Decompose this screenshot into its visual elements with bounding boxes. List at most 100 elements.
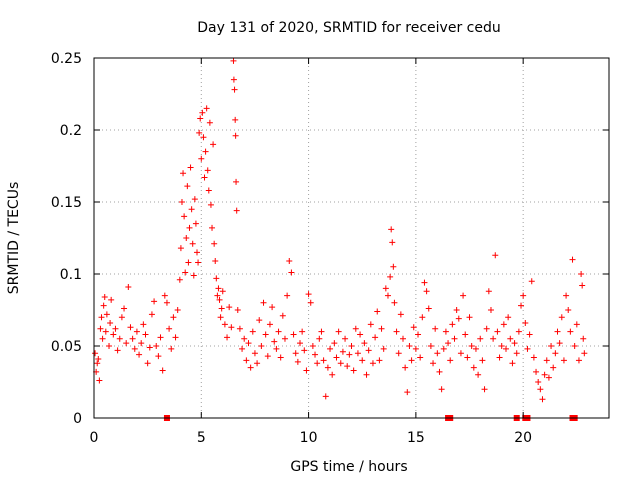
data-point (376, 357, 383, 364)
data-point (515, 328, 522, 335)
data-point (288, 269, 295, 276)
data-point (182, 269, 189, 276)
data-point (277, 354, 284, 361)
y-tick-label: 0.05 (51, 339, 82, 355)
data-point (178, 199, 185, 205)
data-point (206, 119, 213, 126)
data-point (390, 263, 397, 270)
data-point (518, 302, 525, 309)
data-point (442, 328, 449, 335)
data-point (258, 343, 265, 349)
data-point (462, 331, 469, 338)
data-point (127, 324, 134, 331)
data-point (159, 367, 166, 374)
data-point (290, 331, 297, 338)
data-point (511, 340, 518, 347)
data-point (168, 345, 175, 352)
data-point (230, 76, 237, 83)
data-point (180, 170, 187, 177)
data-point (324, 364, 331, 371)
data-point (271, 338, 278, 345)
data-point (573, 321, 580, 328)
data-point (388, 226, 395, 233)
data-point (485, 288, 492, 295)
data-point (346, 351, 353, 358)
data-point (181, 213, 188, 220)
data-point (188, 206, 195, 213)
data-point (121, 305, 128, 312)
data-point (359, 357, 366, 364)
data-point (116, 335, 123, 342)
data-point (106, 343, 113, 349)
data-point (333, 354, 340, 361)
data-point (331, 340, 338, 347)
data-point (520, 292, 527, 299)
data-point (372, 334, 379, 341)
data-point (457, 350, 464, 357)
data-point (292, 350, 299, 357)
data-point (190, 272, 197, 279)
data-point (299, 328, 306, 335)
data-point (498, 343, 505, 349)
data-point (103, 311, 110, 318)
data-point (477, 335, 484, 342)
data-point (479, 357, 486, 364)
data-point (406, 343, 413, 349)
data-point (148, 311, 155, 318)
data-point (483, 325, 490, 332)
data-point (558, 314, 565, 321)
data-point (303, 367, 310, 374)
y-tick-label: 0.2 (60, 123, 82, 139)
data-point (548, 343, 555, 349)
x-tick-label: 15 (407, 430, 425, 446)
data-point (537, 386, 544, 393)
data-point (161, 292, 168, 299)
data-point (245, 340, 252, 347)
data-point (307, 299, 314, 306)
data-point (382, 285, 389, 292)
data-point (445, 340, 452, 347)
data-point (243, 357, 250, 364)
data-point (114, 347, 121, 354)
data-point (186, 224, 193, 231)
data-point (365, 347, 372, 354)
data-point (151, 298, 158, 305)
data-point (581, 350, 588, 357)
data-point (269, 304, 276, 311)
chart-title: Day 131 of 2020, SRMTID for receiver ced… (197, 20, 500, 36)
data-point (146, 344, 153, 351)
data-point (98, 314, 105, 321)
data-point (195, 259, 202, 266)
data-point (415, 331, 422, 338)
data-point (210, 141, 217, 148)
data-point (231, 86, 238, 93)
x-tick-label: 5 (197, 430, 206, 446)
y-tick-label: 0.1 (60, 267, 82, 283)
data-point (412, 345, 419, 352)
data-point (166, 325, 173, 332)
data-point (215, 285, 222, 292)
data-point (554, 328, 561, 335)
data-point (110, 331, 117, 338)
data-point (455, 315, 462, 322)
data-point (535, 379, 542, 385)
x-tick-label: 0 (90, 430, 99, 446)
data-point (545, 374, 552, 381)
data-point (423, 288, 430, 295)
data-point (217, 314, 224, 321)
data-point (203, 105, 210, 112)
data-point (201, 174, 208, 181)
data-point (447, 357, 454, 364)
data-point (556, 340, 563, 347)
data-point (466, 314, 473, 321)
data-point (191, 196, 198, 203)
data-point (472, 345, 479, 352)
data-point (580, 335, 587, 342)
data-point (526, 331, 533, 338)
data-point (163, 299, 170, 306)
data-point (133, 328, 140, 335)
data-point (384, 292, 391, 299)
data-point (207, 201, 214, 208)
data-point (438, 386, 445, 393)
data-point (369, 360, 376, 367)
